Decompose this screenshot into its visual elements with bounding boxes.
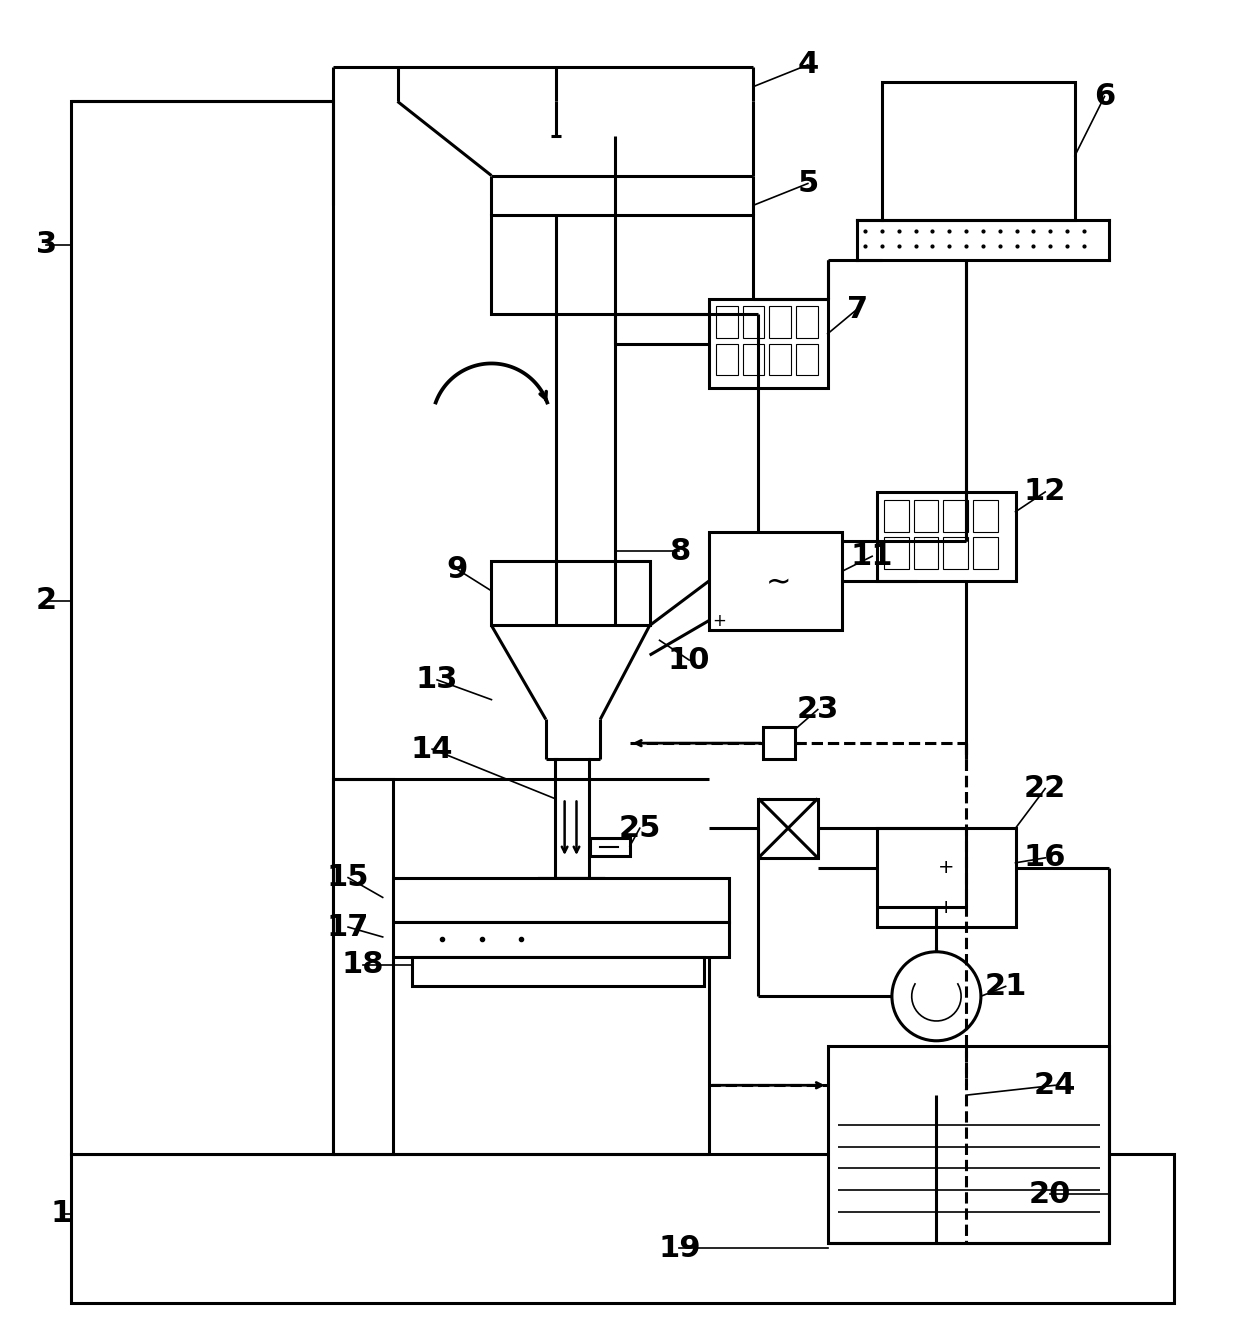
- Text: 22: 22: [1024, 774, 1066, 803]
- Bar: [554, 759, 589, 878]
- Text: 6: 6: [1094, 81, 1115, 111]
- Bar: [743, 343, 764, 375]
- Bar: [715, 306, 738, 338]
- Text: 25: 25: [619, 814, 661, 843]
- Text: 18: 18: [342, 950, 384, 979]
- Text: 20: 20: [1029, 1180, 1071, 1209]
- Text: 15: 15: [327, 863, 370, 892]
- Bar: [884, 537, 909, 569]
- Text: 10: 10: [668, 645, 711, 675]
- Text: 14: 14: [410, 735, 454, 764]
- Bar: [769, 306, 791, 338]
- Text: 8: 8: [668, 537, 689, 566]
- Text: 7: 7: [847, 294, 868, 323]
- Text: 12: 12: [1024, 477, 1066, 506]
- Text: 11: 11: [851, 542, 893, 570]
- Text: 21: 21: [985, 971, 1027, 1001]
- Bar: [944, 500, 968, 532]
- Bar: [877, 828, 1016, 927]
- Text: $\sim$: $\sim$: [760, 565, 790, 596]
- Bar: [413, 957, 704, 986]
- Text: 5: 5: [797, 168, 818, 198]
- Bar: [71, 102, 334, 1154]
- Bar: [973, 500, 998, 532]
- Text: 2: 2: [36, 587, 57, 616]
- Bar: [383, 922, 729, 957]
- Text: 17: 17: [327, 912, 370, 942]
- Bar: [973, 537, 998, 569]
- Bar: [491, 561, 650, 625]
- Bar: [764, 727, 795, 759]
- Text: 1: 1: [51, 1200, 72, 1228]
- Text: 23: 23: [796, 695, 839, 724]
- Bar: [383, 878, 729, 922]
- Bar: [882, 81, 1075, 220]
- Text: 13: 13: [415, 665, 459, 695]
- Bar: [796, 343, 817, 375]
- Bar: [71, 1154, 1174, 1303]
- Bar: [796, 306, 817, 338]
- Bar: [914, 500, 939, 532]
- Bar: [709, 532, 842, 631]
- Bar: [759, 799, 817, 858]
- Text: +: +: [937, 898, 955, 916]
- Bar: [709, 299, 827, 389]
- Polygon shape: [538, 878, 605, 957]
- Bar: [715, 343, 738, 375]
- Bar: [914, 537, 939, 569]
- Bar: [590, 838, 630, 856]
- Bar: [944, 537, 968, 569]
- Bar: [491, 215, 754, 314]
- Bar: [769, 343, 791, 375]
- Text: +: +: [937, 858, 955, 878]
- Text: 24: 24: [1034, 1070, 1076, 1100]
- Text: 19: 19: [658, 1234, 701, 1263]
- Text: 9: 9: [446, 554, 467, 584]
- Text: 16: 16: [1024, 843, 1066, 872]
- Bar: [334, 779, 393, 1154]
- Bar: [827, 1046, 1110, 1244]
- Text: +: +: [712, 612, 725, 629]
- Text: 4: 4: [797, 51, 818, 79]
- Bar: [877, 492, 1016, 581]
- Text: 3: 3: [36, 230, 57, 259]
- Bar: [884, 500, 909, 532]
- Bar: [743, 306, 764, 338]
